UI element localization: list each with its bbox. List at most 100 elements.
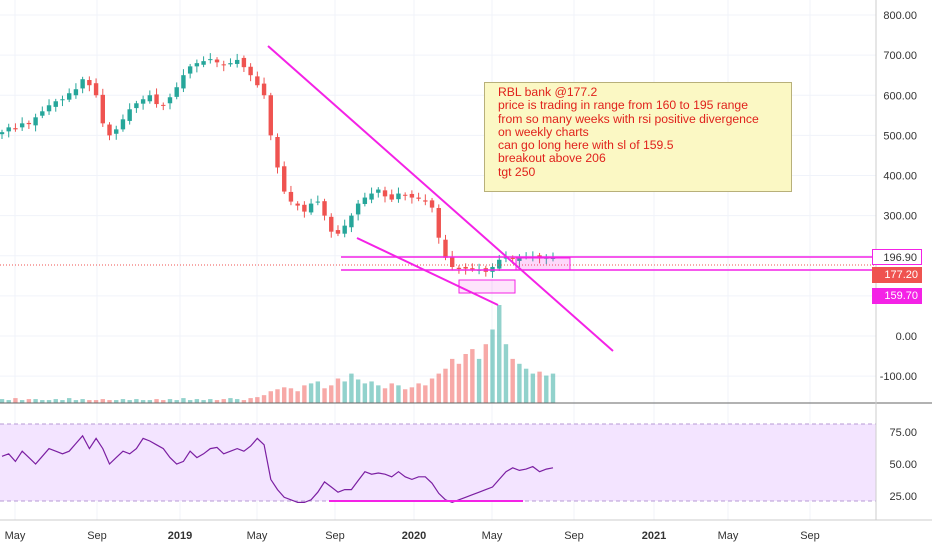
volume-bar (409, 387, 415, 403)
candle-body (429, 200, 435, 208)
volume-bar (443, 368, 448, 403)
candle-body (174, 87, 179, 97)
price-tick-label: 800.00 (883, 10, 917, 22)
volume-bar (6, 400, 11, 403)
volume-bar (322, 388, 327, 403)
candle-body (208, 59, 213, 61)
volume-bar (523, 368, 529, 403)
downtrend-line[interactable] (267, 45, 614, 352)
candle-body (416, 197, 421, 199)
candle-body (268, 95, 273, 136)
volume-bar (329, 385, 334, 403)
volume-bar (335, 378, 341, 403)
volume-bar (221, 399, 226, 403)
volume-bar (228, 398, 233, 403)
volume-bar (154, 399, 159, 403)
candle-body (127, 109, 132, 121)
price-axis[interactable]: 800.00700.00600.00500.00400.00300.00200.… (880, 10, 917, 383)
volume-bar (248, 398, 253, 403)
current-price-tag: 177.20 (872, 267, 922, 283)
volume-bar (282, 387, 287, 403)
volume-bar (510, 358, 515, 403)
volume-bar (389, 383, 394, 403)
candle-body (322, 201, 327, 216)
candle-body (288, 191, 294, 202)
candle-body (362, 197, 368, 204)
volume-bar (295, 391, 300, 403)
candle-body (13, 128, 18, 130)
candle-body (329, 216, 334, 232)
candle-body (60, 99, 65, 101)
volume-bar (33, 399, 38, 403)
candle-body (194, 63, 200, 67)
consolidation-box-2020[interactable] (515, 257, 571, 271)
candle-body (241, 57, 247, 68)
volume-bar (140, 400, 146, 403)
price-tick-label: -100.00 (880, 371, 917, 383)
volume-bar (127, 400, 132, 403)
candle-body (517, 257, 522, 261)
candle-body (510, 257, 515, 259)
volume-bar (19, 400, 25, 403)
volume-bar (167, 399, 173, 403)
candle-body (335, 230, 341, 234)
volume-bar (174, 400, 179, 403)
candle-body (308, 203, 314, 213)
volume-bar (234, 399, 240, 403)
rsi-band (0, 424, 876, 501)
candle-body (0, 132, 5, 135)
time-tick-label: May (5, 530, 26, 542)
note-line: RBL bank @177.2 (498, 85, 598, 99)
volume-bar (355, 379, 361, 403)
candle-body (107, 124, 112, 136)
price-tick-label: 300.00 (883, 211, 917, 223)
volume-bar (66, 398, 72, 403)
volume-bar (463, 354, 468, 403)
candle-body (423, 200, 428, 202)
volume-bar (308, 383, 314, 403)
volume-bar (87, 400, 92, 403)
time-tick-label: Sep (800, 530, 820, 542)
candle-body (6, 127, 11, 132)
note-line: price is trading in range from 160 to 19… (498, 98, 748, 113)
volume-bar (416, 383, 421, 403)
volume-bar (402, 389, 408, 403)
candle-body (315, 201, 321, 203)
candle-body (450, 256, 455, 267)
candle-body (66, 93, 72, 100)
volume-bar (161, 400, 166, 403)
candle-body (376, 189, 381, 193)
volume-bar (214, 400, 220, 403)
volume-bar (476, 358, 482, 403)
time-axis[interactable]: May Sep 2019 May Sep 2020 May Sep 2021 May Sep (5, 530, 820, 542)
candle-body (503, 257, 509, 259)
lower-channel-line[interactable] (356, 237, 499, 306)
volume-bars (0, 305, 556, 403)
volume-bar (60, 400, 65, 403)
candle-body (389, 194, 394, 200)
candle-body (147, 95, 153, 102)
volume-bar (470, 349, 475, 403)
time-tick-label: 2019 (168, 530, 192, 542)
volume-bar (436, 373, 441, 403)
candle-body (167, 97, 173, 104)
volume-bar (342, 381, 347, 403)
note-line: from so many weeks with rsi positive div… (498, 111, 759, 126)
candle-body (140, 99, 146, 104)
candle-body (470, 268, 475, 270)
volume-bar (241, 400, 247, 403)
volume-bar (120, 399, 126, 403)
candle-body (261, 83, 267, 96)
candle-body (255, 76, 260, 86)
volume-bar (208, 399, 213, 403)
volume-bar (483, 344, 489, 403)
trade-note[interactable]: RBL bank @177.2 price is trading in rang… (484, 82, 792, 192)
volume-bar (423, 385, 428, 403)
rsi-axis[interactable]: 75.00 50.00 25.00 (889, 427, 917, 503)
candle-body (295, 203, 300, 206)
candle-body (248, 66, 253, 76)
candle-body (409, 193, 415, 198)
time-tick-label: Sep (564, 530, 584, 542)
candle-body (349, 215, 354, 228)
